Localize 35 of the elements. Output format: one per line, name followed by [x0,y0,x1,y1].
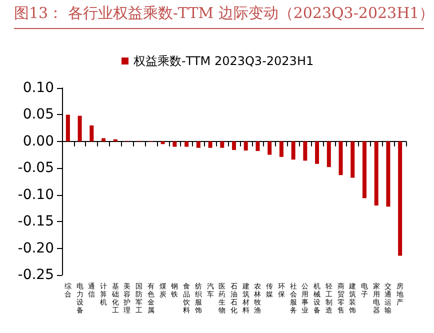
bar [291,141,296,160]
y-tick-label: 0.05 [22,106,54,123]
bar [386,141,390,207]
bar [160,141,165,144]
y-tick-label: -0.10 [18,186,54,203]
bar [256,141,260,152]
y-tick-label: -0.05 [18,160,54,176]
y-tick-label: -0.20 [18,240,54,256]
bar [326,141,331,168]
y-tick-label: 0.00 [22,133,54,150]
bar [208,141,212,148]
bar [66,114,70,142]
bar [244,141,248,151]
bar [350,141,355,178]
bar [102,138,106,142]
bar [338,141,343,176]
chart-title: 图13： 各行业权益乘数-TTM 边际变动（2023Q3-2023H1） [14,4,434,24]
bar [90,125,94,142]
bar [398,141,402,256]
bar [279,141,284,157]
bar [232,141,236,150]
bar [184,141,189,147]
bar [374,141,378,206]
y-tick-label: -0.15 [18,214,54,230]
bar [268,141,272,155]
legend-label: 权益乘数-TTM 2023Q3-2023H1 [132,54,314,68]
bar [196,141,200,148]
bar [172,141,177,147]
bar [303,141,308,161]
bar [315,141,320,164]
y-tick-label: -0.25 [18,267,54,283]
y-tick-label: 0.10 [22,80,54,96]
bar [78,116,82,142]
bar [362,141,366,198]
bar [220,141,224,148]
